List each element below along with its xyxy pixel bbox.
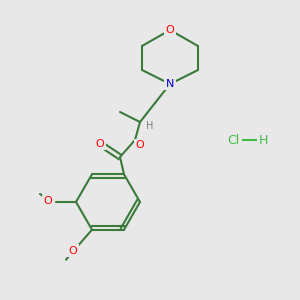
Text: H: H — [146, 121, 154, 131]
Text: Cl: Cl — [227, 134, 239, 146]
Text: O: O — [69, 246, 77, 256]
Text: O: O — [96, 139, 104, 149]
Text: O: O — [44, 196, 52, 206]
Text: H: H — [258, 134, 268, 146]
Text: N: N — [166, 79, 174, 89]
Text: O: O — [166, 25, 174, 35]
Text: O: O — [136, 140, 144, 150]
